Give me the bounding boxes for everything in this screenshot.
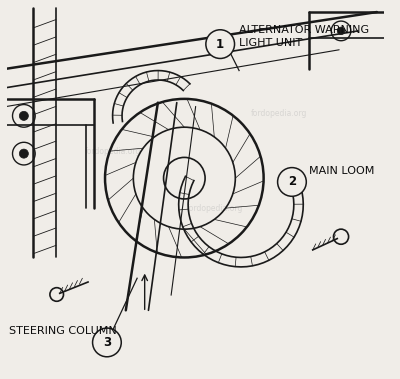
Circle shape [337,27,345,35]
Text: MAIN LOOM: MAIN LOOM [309,166,374,175]
Circle shape [92,328,121,357]
Text: LIGHT UNIT: LIGHT UNIT [239,38,302,48]
Text: 1: 1 [216,38,224,51]
Text: fordopedia.org: fordopedia.org [186,204,243,213]
Text: STEERING COLUMN: STEERING COLUMN [9,326,116,336]
Text: ALTERNATOR WARNING: ALTERNATOR WARNING [239,25,369,35]
Circle shape [19,111,28,121]
Text: fordopedia.org: fordopedia.org [250,110,307,119]
Text: 2: 2 [288,175,296,188]
Circle shape [206,30,234,58]
Circle shape [19,149,28,158]
Text: 3: 3 [103,336,111,349]
Circle shape [278,168,306,196]
Text: fordopedia.org: fordopedia.org [84,147,141,156]
